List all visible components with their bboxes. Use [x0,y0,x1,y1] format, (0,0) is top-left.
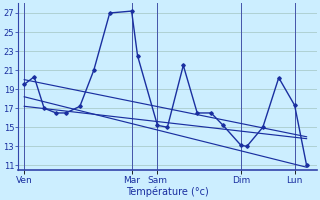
X-axis label: Température (°c): Température (°c) [126,186,209,197]
